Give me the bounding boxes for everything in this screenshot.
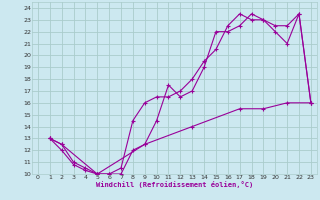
X-axis label: Windchill (Refroidissement éolien,°C): Windchill (Refroidissement éolien,°C) [96, 181, 253, 188]
